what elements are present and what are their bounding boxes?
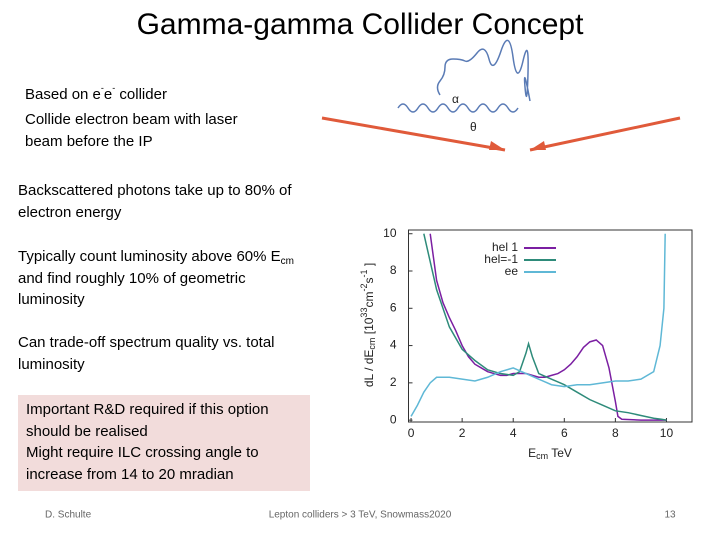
text-part: cm [362,292,376,308]
text-part: dL / dE [362,350,376,388]
text-part: collider [115,86,167,103]
text-part: e [104,86,112,103]
superscript: -2 [359,284,369,292]
text-part: [10 [362,317,376,337]
bullet-text: luminosity [18,356,85,373]
legend-label: ee [505,264,519,278]
legend-label: hel=-1 [484,252,518,266]
bullet-text: Collide electron beam with laser [25,111,238,128]
box-text: should be realised [26,423,148,440]
box-text: increase from 14 to 20 mradian [26,466,234,483]
chart: dL / dEcm [1033cm-2s-1 ] Ecm TeV 0 2 4 6 8 10… [359,226,693,461]
diagram-label: α [452,92,459,106]
subscript: cm [536,451,548,461]
bullet-text: beam before the IP [25,133,153,150]
slide-title: Gamma-gamma Collider Concept [137,8,584,41]
bullet-text: luminosity [18,291,85,308]
bullet-text: Backscattered photons take up to 80% of [18,182,292,199]
box-text: Important R&D required if this option [26,401,269,418]
footer-author: D. Schulte [45,510,92,521]
x-tick-label: 2 [459,426,466,440]
photon-line [397,103,519,113]
y-tick-label: 0 [390,412,397,426]
y-tick-label: 10 [383,226,397,240]
legend-label: hel 1 [492,240,518,254]
series-line [410,233,666,417]
box-text: Might require ILC crossing angle to [26,444,259,461]
y-tick-label: 8 [390,263,397,277]
laser-arrow [529,116,681,152]
note-box: Important R&D required if this option sh… [18,395,310,491]
bullet-text: Can trade-off spectrum quality vs. total [18,334,275,351]
bullet-text: Typically count luminosity above 60% Ecm [18,248,294,267]
x-axis-label: Ecm TeV [528,446,572,461]
y-tick-label: 4 [390,338,397,352]
subscript: cm [367,338,377,350]
diagram: α θ [321,39,681,152]
text-part: Typically count luminosity above 60% E [18,248,281,265]
arrow-head [489,141,505,150]
bullet-text: Based on e-e- collider [25,83,167,103]
bullets: Based on e-e- collider Collide electron … [18,83,294,373]
x-tick-label: 4 [510,426,517,440]
arrow-head [530,141,546,150]
laser-arrow [321,116,506,152]
x-tick-label: 0 [408,426,415,440]
box-background [18,395,310,491]
series-line [423,233,667,421]
text-part: E [528,446,536,460]
text-part: ] [362,263,376,270]
subscript: cm [281,256,294,267]
x-tick-label: 10 [660,426,674,440]
x-tick-label: 8 [612,426,619,440]
plot-frame [408,229,693,423]
text-part: TeV [548,446,572,460]
superscript: -1 [359,270,369,278]
superscript: - [112,83,115,93]
bullet-text: electron energy [18,204,122,221]
diagram-label: θ [470,120,477,134]
text-part: s [362,278,376,284]
x-tick-label: 6 [561,426,568,440]
page-number: 13 [664,510,676,521]
y-tick-label: 2 [390,375,397,389]
bullet-text: and find roughly 10% of geometric [18,270,246,287]
text-part: Based on e [25,86,101,103]
y-tick-label: 6 [390,300,397,314]
superscript: 33 [359,308,369,318]
photon-line [436,39,531,102]
footer-event: Lepton colliders > 3 TeV, Snowmass2020 [269,510,452,521]
superscript: - [101,83,104,93]
y-axis-label: dL / dEcm [1033cm-2s-1 ] [359,263,377,387]
